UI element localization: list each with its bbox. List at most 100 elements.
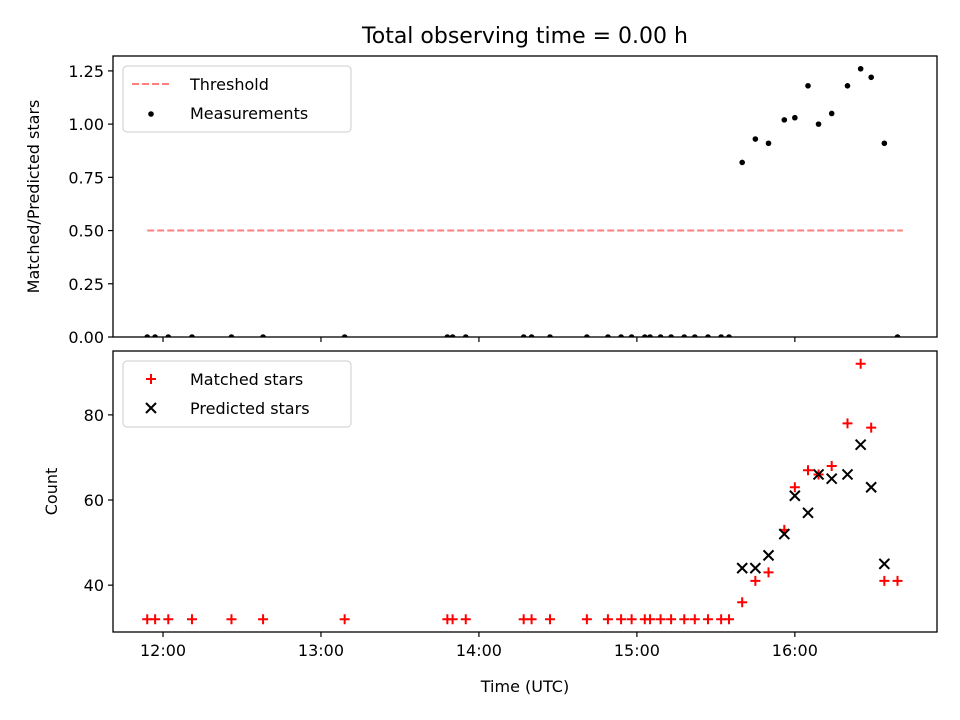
- matched-star-point: [879, 575, 890, 586]
- measurement-point: [726, 334, 732, 337]
- matched-star-point: [545, 614, 556, 625]
- measurement-point: [165, 334, 172, 337]
- matched-star-point: [581, 614, 592, 625]
- measurement-point: [657, 334, 664, 337]
- predicted-star-point: [854, 438, 867, 451]
- predicted-star-point: [841, 468, 854, 481]
- matched-star-point: [186, 614, 197, 625]
- legend-matched-swatch: [146, 374, 156, 384]
- matched-star-point: [892, 575, 903, 586]
- measurement-point: [520, 334, 527, 337]
- measurement-point: [444, 334, 451, 337]
- matched-star-point: [826, 460, 837, 471]
- measurement-point: [449, 334, 456, 337]
- matched-star-point: [855, 358, 866, 369]
- matched-star-point: [226, 614, 237, 625]
- measurement-point: [628, 334, 635, 337]
- matched-star-point: [666, 614, 677, 625]
- matched-star-point: [763, 567, 774, 578]
- measurement-point: [815, 121, 822, 127]
- legend-box: [122, 65, 352, 133]
- measurement-point: [528, 334, 535, 337]
- predicted-star-point: [802, 507, 814, 519]
- matched-star-point: [842, 418, 853, 429]
- measurement-point: [341, 334, 348, 337]
- measurement-point: [857, 65, 864, 72]
- measurement-point: [765, 140, 772, 147]
- matched-star-point: [689, 614, 700, 625]
- measurement-point: [844, 83, 851, 89]
- matched-star-point: [724, 614, 735, 625]
- measurement-point: [692, 334, 698, 337]
- predicted-star-point: [749, 562, 762, 574]
- predicted-star-point: [825, 473, 838, 485]
- predicted-star-point: [778, 528, 791, 540]
- predicted-star-point: [789, 490, 801, 502]
- measurement-point: [805, 83, 811, 89]
- measurement-point: [868, 74, 874, 81]
- measurement-point: [144, 334, 151, 337]
- measurement-point: [718, 334, 724, 337]
- matched-star-point: [750, 575, 761, 586]
- matched-star-point: [258, 614, 269, 625]
- measurement-point: [681, 334, 688, 337]
- measurement-point: [781, 117, 788, 123]
- bottom-panel: 40 60 80 12:00 13:00 14:00 15:00 16:00 Count Time…: [42, 350, 938, 696]
- measurement-point: [647, 334, 653, 337]
- y-tick-label: 80: [84, 406, 104, 425]
- measurement-point: [618, 334, 624, 337]
- legend: Threshold Measurements: [122, 65, 352, 133]
- predicted-star-point: [736, 562, 748, 574]
- measurement-point: [260, 334, 266, 337]
- legend-predicted-swatch: [145, 402, 157, 414]
- measurement-point: [462, 334, 469, 337]
- matched-star-point: [150, 614, 161, 625]
- legend-box: [122, 360, 352, 428]
- matched-star-point: [737, 597, 748, 608]
- matched-star-point: [866, 422, 877, 433]
- plot-area: [142, 358, 903, 625]
- measurement-point: [605, 334, 611, 337]
- matched-star-point: [163, 614, 174, 625]
- y-tick-label: 0.50: [68, 222, 104, 241]
- y-tick-label: 0.75: [68, 168, 104, 187]
- x-tick-label: 13:00: [298, 641, 344, 660]
- matched-star-point: [526, 614, 537, 625]
- chart-title: Total observing time = 0.00 h: [361, 24, 688, 49]
- legend-label: Measurements: [190, 104, 308, 123]
- y-tick-label: 60: [84, 491, 104, 510]
- axes-frame: [112, 350, 938, 633]
- matched-star-point: [460, 614, 471, 625]
- measurement-point: [752, 136, 759, 142]
- y-axis-label: Count: [42, 468, 61, 516]
- matched-star-point: [679, 614, 690, 625]
- matched-star-point: [702, 614, 713, 625]
- matched-star-point: [447, 614, 458, 625]
- measurement-point: [189, 334, 195, 337]
- measurement-point: [547, 334, 553, 337]
- x-tick-label: 14:00: [456, 641, 502, 660]
- legend: Matched stars Predicted stars: [122, 360, 352, 428]
- x-axis-label: Time (UTC): [480, 677, 569, 696]
- matched-star-point: [602, 614, 613, 625]
- plot-area: [144, 65, 903, 337]
- legend-measurement-swatch: [148, 111, 154, 117]
- measurement-point: [228, 334, 235, 337]
- y-tick-label: 1.00: [68, 115, 104, 134]
- measurement-point: [828, 110, 835, 117]
- matched-star-point: [655, 614, 666, 625]
- predicted-star-point: [878, 558, 891, 570]
- predicted-star-point: [812, 468, 825, 481]
- matched-star-point: [803, 465, 814, 476]
- top-panel: 0.00 0.25 0.50 0.75 1.00 1.25 Matched/Predicte…: [24, 55, 938, 347]
- y-tick-label: 0.00: [68, 328, 104, 347]
- matched-star-point: [645, 614, 656, 625]
- y-tick-label: 40: [84, 576, 104, 595]
- measurement-point: [668, 334, 674, 337]
- x-tick-label: 12:00: [140, 641, 186, 660]
- measurement-point: [152, 334, 158, 337]
- predicted-star-point: [762, 549, 775, 562]
- y-tick-label: 1.25: [68, 62, 104, 81]
- measurement-point: [641, 334, 648, 337]
